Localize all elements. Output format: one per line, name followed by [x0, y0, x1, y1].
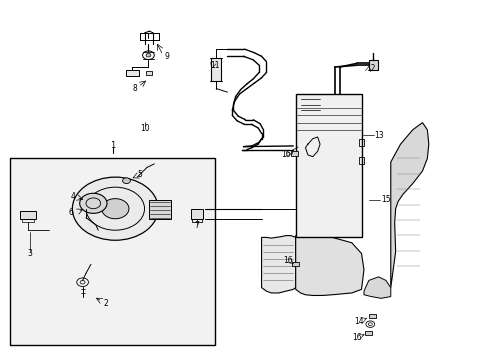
Bar	[290, 151, 297, 156]
Circle shape	[102, 199, 129, 219]
Polygon shape	[118, 232, 135, 237]
Text: 2: 2	[103, 299, 108, 308]
Polygon shape	[261, 235, 295, 293]
Circle shape	[80, 193, 107, 213]
Bar	[126, 70, 139, 76]
Text: 16: 16	[351, 333, 361, 342]
Bar	[358, 139, 363, 146]
Polygon shape	[295, 235, 363, 296]
Text: 1: 1	[110, 141, 115, 150]
Bar	[368, 314, 375, 318]
Text: 10: 10	[140, 123, 149, 132]
Bar	[149, 200, 171, 220]
Bar	[358, 157, 363, 164]
Text: 9: 9	[163, 52, 168, 61]
Bar	[295, 94, 361, 237]
Bar	[191, 219, 201, 222]
Text: 5: 5	[137, 170, 142, 179]
Bar	[10, 158, 215, 345]
Text: 4: 4	[70, 192, 75, 201]
Bar	[22, 219, 34, 222]
Bar	[190, 209, 203, 220]
Text: 14: 14	[353, 317, 363, 326]
Text: 16: 16	[281, 150, 290, 159]
Polygon shape	[91, 161, 165, 232]
Bar	[146, 71, 152, 75]
Circle shape	[122, 178, 130, 184]
Polygon shape	[363, 277, 390, 298]
Bar	[211, 58, 221, 81]
Text: 12: 12	[366, 64, 375, 73]
Text: 8: 8	[132, 84, 137, 93]
Bar	[292, 262, 299, 266]
Polygon shape	[390, 123, 428, 288]
Bar	[365, 330, 371, 335]
Text: 3: 3	[27, 249, 32, 258]
Bar	[20, 211, 36, 220]
Text: 11: 11	[210, 61, 220, 70]
Text: 13: 13	[373, 131, 383, 140]
Text: 16: 16	[283, 256, 293, 265]
Bar	[368, 59, 377, 69]
Text: 15: 15	[380, 195, 390, 204]
Text: 7: 7	[194, 221, 199, 230]
Circle shape	[146, 53, 151, 57]
Text: 6: 6	[69, 208, 74, 217]
Circle shape	[72, 177, 158, 240]
